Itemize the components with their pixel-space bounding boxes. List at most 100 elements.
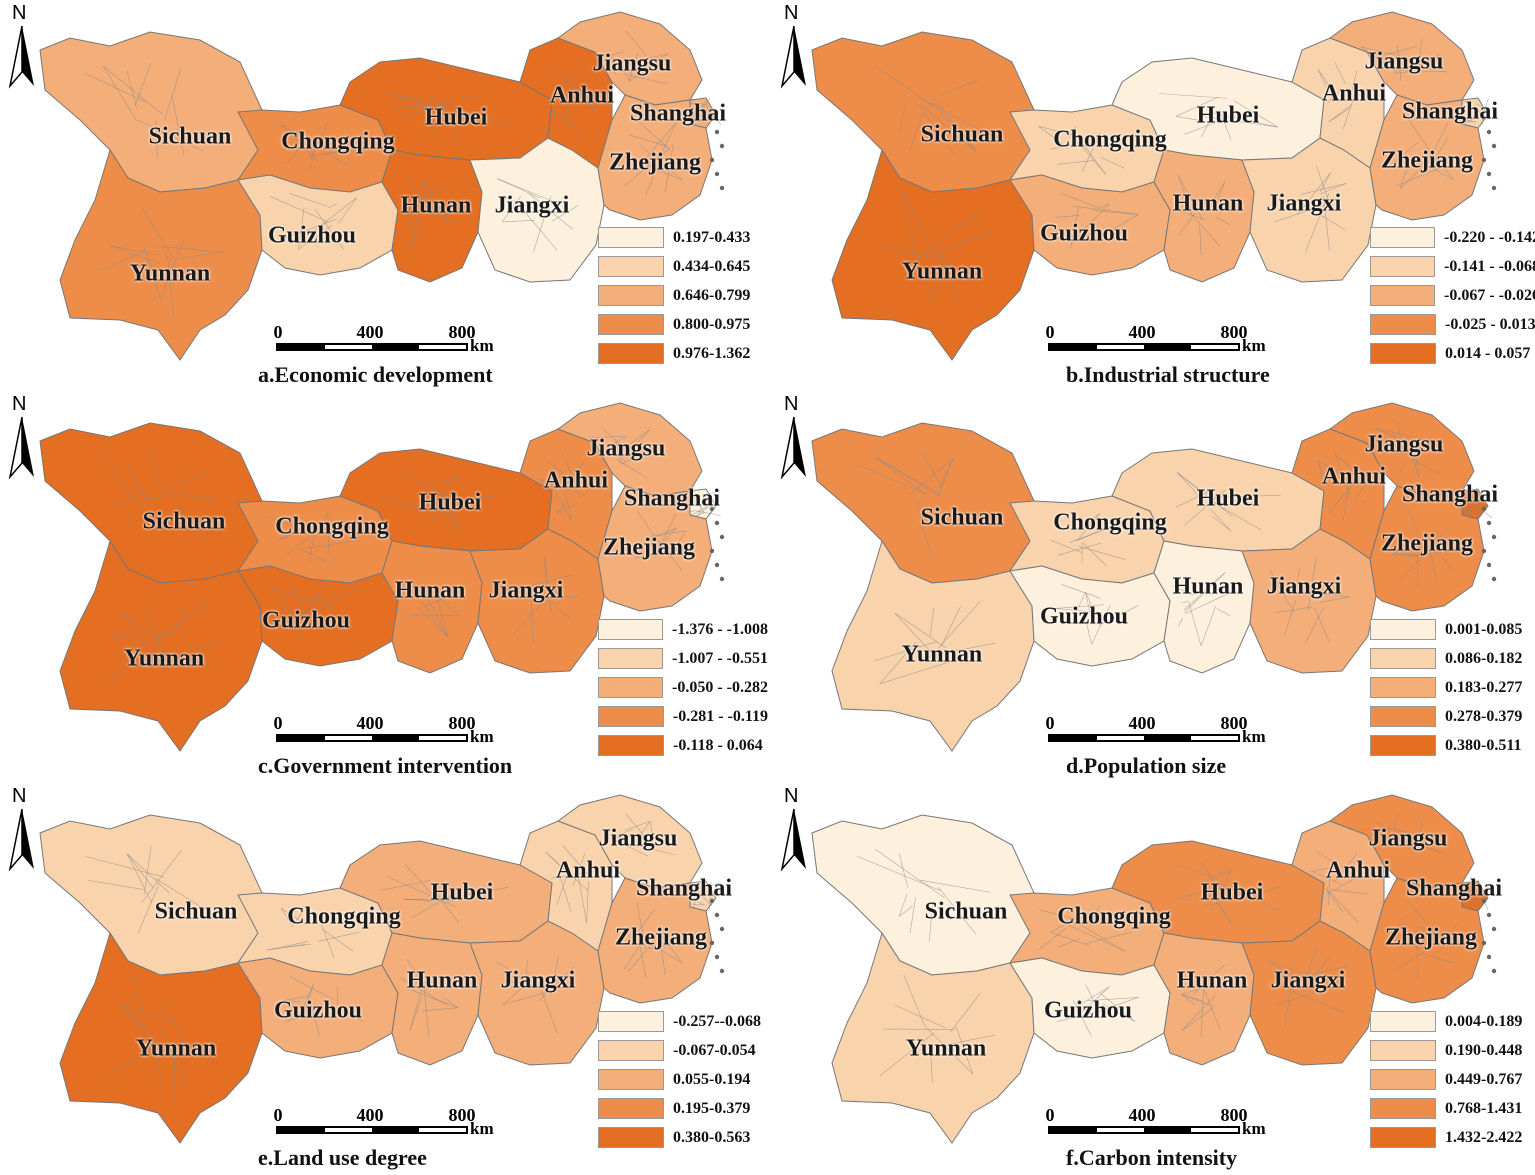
province-zhejiang xyxy=(1369,94,1485,221)
panel-title: c.Government intervention xyxy=(258,753,513,778)
province-hunan xyxy=(1153,540,1255,674)
scale-bar-graphic xyxy=(276,734,468,742)
legend-label: 0.086-0.182 xyxy=(1445,649,1523,667)
county-boundary xyxy=(610,445,627,463)
county-boundary xyxy=(126,461,146,499)
county-boundary xyxy=(920,104,977,152)
county-boundary xyxy=(551,871,596,879)
province-label-anhui: Anhui xyxy=(549,82,615,109)
county-boundary xyxy=(144,642,224,661)
province-label-shanghai: Shanghai xyxy=(635,875,733,902)
county-boundary xyxy=(1185,591,1233,614)
county-boundary xyxy=(1373,819,1390,831)
county-boundary xyxy=(1399,167,1408,190)
county-boundary xyxy=(1055,604,1105,609)
province-hunan xyxy=(381,932,483,1066)
county-boundary xyxy=(920,879,991,893)
county-boundary xyxy=(1102,1003,1135,1022)
county-boundary xyxy=(298,225,332,250)
province-label-yunnan: Yunnan xyxy=(135,1035,217,1062)
legend-item: -0.050 - -0.282 xyxy=(598,673,768,702)
county-boundary xyxy=(419,181,454,201)
county-boundary xyxy=(622,841,676,856)
county-boundary xyxy=(1056,233,1095,239)
province-label-hubei: Hubei xyxy=(430,879,494,906)
county-boundary xyxy=(539,479,586,497)
county-boundary xyxy=(1295,568,1300,591)
province-label-zhejiang: Zhejiang xyxy=(1380,147,1474,174)
legend-swatch xyxy=(598,1127,664,1148)
legend-label: 1.432-2.422 xyxy=(1445,1128,1523,1146)
county-boundary xyxy=(1181,994,1196,1006)
county-boundary xyxy=(648,941,690,949)
county-boundary xyxy=(406,958,428,991)
county-boundary xyxy=(1085,592,1092,617)
county-boundary xyxy=(573,83,596,112)
province-label-jiangsu: Jiangsu xyxy=(592,50,672,77)
county-boundary xyxy=(289,193,328,207)
county-boundary xyxy=(1317,69,1334,93)
legend-swatch xyxy=(1370,1011,1436,1032)
county-boundary xyxy=(126,510,134,525)
province-label-yunnan: Yunnan xyxy=(901,258,983,285)
county-boundary xyxy=(1415,452,1420,479)
county-boundary xyxy=(1317,459,1345,478)
county-boundary xyxy=(1184,489,1227,526)
county-boundary xyxy=(1293,198,1346,230)
county-boundary xyxy=(1177,472,1202,499)
county-boundary xyxy=(285,143,305,165)
county-boundary xyxy=(122,612,151,655)
legend-swatch xyxy=(598,706,664,727)
county-boundary xyxy=(497,178,553,202)
county-boundary xyxy=(549,479,572,521)
county-boundary xyxy=(1481,98,1489,115)
county-boundary xyxy=(1184,572,1226,613)
county-boundary xyxy=(639,936,683,964)
county-boundary xyxy=(694,881,713,903)
county-boundary xyxy=(155,120,158,159)
county-boundary xyxy=(879,660,955,685)
county-boundary xyxy=(319,588,357,611)
province-label-sichuan: Sichuan xyxy=(148,123,232,150)
county-boundary xyxy=(317,513,329,536)
county-boundary xyxy=(103,65,163,115)
county-boundary xyxy=(423,981,430,1038)
county-boundary xyxy=(1181,211,1205,220)
county-boundary xyxy=(567,84,596,112)
county-boundary xyxy=(1318,596,1350,603)
county-boundary xyxy=(1342,94,1356,130)
county-boundary xyxy=(1181,1007,1214,1031)
county-boundary xyxy=(102,66,137,121)
map-legend: 0.004-0.189 0.190-0.448 0.449-0.767 0.768-1… xyxy=(1370,1007,1535,1152)
county-boundary xyxy=(1269,961,1319,979)
county-boundary xyxy=(879,641,917,685)
legend-swatch xyxy=(598,343,664,364)
scale-unit: km xyxy=(1242,1119,1266,1138)
county-boundary xyxy=(875,65,933,106)
county-boundary xyxy=(1323,196,1330,251)
county-boundary xyxy=(408,202,411,248)
county-boundary xyxy=(694,111,707,120)
legend-item: 0.976-1.362 xyxy=(598,339,768,368)
county-boundary xyxy=(403,500,458,508)
legend-item: 0.380-0.563 xyxy=(598,1123,768,1152)
county-boundary xyxy=(539,479,557,502)
county-boundary xyxy=(636,510,666,552)
county-boundary xyxy=(270,587,301,622)
county-boundary xyxy=(645,156,662,196)
county-boundary xyxy=(501,196,521,223)
coastal-island xyxy=(714,129,720,135)
county-boundary xyxy=(451,120,460,141)
county-boundary xyxy=(410,614,458,616)
county-boundary xyxy=(940,252,959,301)
panel-title: f.Carbon intensity xyxy=(1066,1145,1238,1170)
scale-tick-label: 400 xyxy=(356,713,384,733)
legend-swatch xyxy=(1370,677,1436,698)
province-label-guizhou: Guizhou xyxy=(261,607,351,634)
coastal-island xyxy=(1481,940,1487,946)
county-boundary xyxy=(857,856,942,892)
legend-item: -0.118 - 0.064 xyxy=(598,731,768,760)
county-boundary xyxy=(664,144,674,192)
coastal-island xyxy=(719,534,725,540)
county-boundary xyxy=(921,267,933,301)
